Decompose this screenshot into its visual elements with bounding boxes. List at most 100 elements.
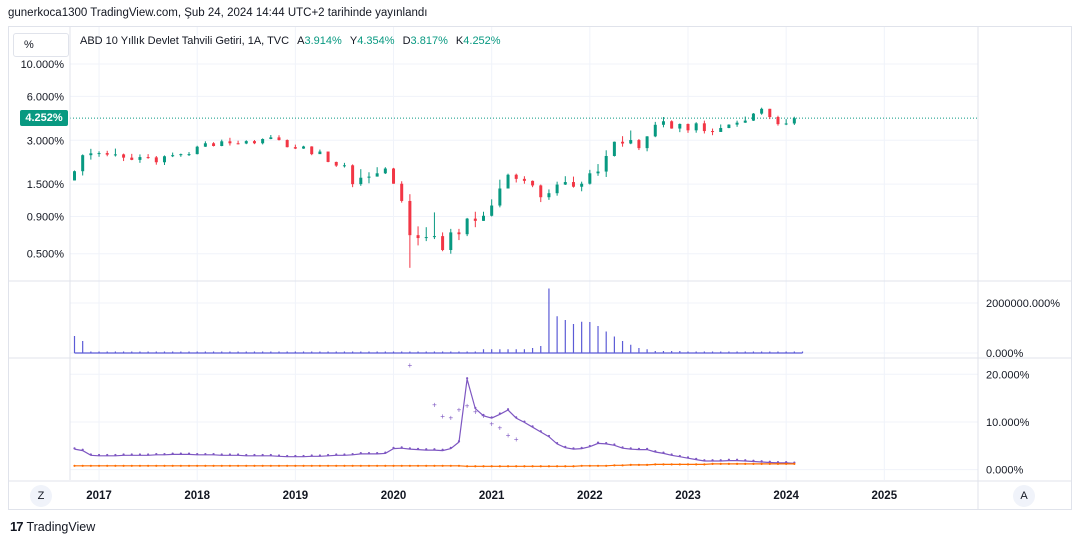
candle xyxy=(441,232,445,252)
price-tick-label: 6.000% xyxy=(27,91,65,103)
indicator-point xyxy=(204,464,207,467)
candle-body xyxy=(400,183,404,201)
indicator-point xyxy=(212,452,215,456)
candle xyxy=(359,169,363,186)
candle-body xyxy=(645,136,649,149)
candle-body xyxy=(514,174,518,179)
indicator-point xyxy=(670,463,673,466)
indicator-point xyxy=(457,440,461,443)
candle-body xyxy=(702,123,706,132)
candle xyxy=(400,181,404,203)
indicator-point xyxy=(392,446,395,449)
candle xyxy=(89,148,93,160)
candle-body xyxy=(661,121,665,125)
indicator-point xyxy=(556,465,559,468)
candle-body xyxy=(154,157,158,163)
indicator-marker: + xyxy=(457,406,462,415)
volume-bars xyxy=(73,288,804,354)
candle xyxy=(383,167,387,175)
zoom-z-button[interactable]: Z xyxy=(30,485,52,507)
indicator-point xyxy=(106,453,109,457)
candle xyxy=(645,136,649,152)
candle-body xyxy=(498,188,502,206)
candle xyxy=(621,136,625,147)
indicator-point xyxy=(269,453,272,457)
indicator-point xyxy=(580,464,583,467)
candle-body xyxy=(89,153,93,156)
indicator-point xyxy=(744,462,747,465)
last-price-badge: 4.252% xyxy=(20,110,68,126)
indicator-point xyxy=(785,462,788,465)
indicator-point xyxy=(531,465,534,468)
tradingview-logo[interactable]: 17 TradingView xyxy=(10,519,95,534)
candle-body xyxy=(457,232,461,235)
candle-body xyxy=(768,108,772,118)
year-label: 2021 xyxy=(479,490,505,502)
candle xyxy=(122,153,126,162)
year-label: 2023 xyxy=(675,490,701,502)
candle xyxy=(612,141,616,157)
candle xyxy=(768,108,772,120)
chart-frame[interactable] xyxy=(8,26,1072,510)
candle xyxy=(531,180,535,188)
candle xyxy=(490,199,494,217)
candle xyxy=(629,130,633,145)
candle-body xyxy=(465,218,469,235)
candle xyxy=(784,119,788,126)
candle-body xyxy=(342,165,346,167)
legend-close-value: 4.252% xyxy=(463,35,501,47)
indicator-point xyxy=(73,464,76,467)
candle xyxy=(506,173,510,189)
scale-mode-button[interactable]: % xyxy=(13,33,69,57)
candle xyxy=(342,162,346,168)
candle xyxy=(555,181,559,196)
candle-body xyxy=(678,123,682,129)
indicator-point xyxy=(171,464,174,467)
indicator-point xyxy=(302,464,305,467)
indicator-point xyxy=(81,448,84,451)
candle-body xyxy=(351,165,355,185)
indicator-point xyxy=(310,454,313,457)
indicator-point xyxy=(138,464,142,467)
indicator-point xyxy=(335,453,338,456)
indicator-point xyxy=(228,464,232,467)
indicator-point xyxy=(466,377,469,380)
candle xyxy=(776,115,780,126)
candle-body xyxy=(179,154,183,156)
indicator-point xyxy=(711,459,714,462)
candle-body xyxy=(318,151,322,155)
indicator-point xyxy=(408,464,411,467)
indicator-point xyxy=(596,464,600,467)
indicator-point xyxy=(286,454,289,458)
indicator-point xyxy=(245,453,248,457)
candle-body xyxy=(539,185,543,198)
candle-body xyxy=(653,124,657,137)
legend-low-label: D xyxy=(402,35,411,47)
indicator-point xyxy=(785,461,788,464)
indicator-point xyxy=(637,447,641,450)
indicator-point xyxy=(703,459,706,462)
candle-body xyxy=(203,143,207,147)
candle xyxy=(285,139,289,148)
indicator-point xyxy=(719,459,722,462)
indicator-point xyxy=(400,446,403,449)
candle xyxy=(711,128,715,136)
legend-open-label: A xyxy=(297,35,305,47)
candle-body xyxy=(195,146,199,155)
indicator-point xyxy=(646,463,649,466)
legend-high-value: 4.354% xyxy=(357,35,395,47)
indicator-point xyxy=(482,413,485,417)
candle xyxy=(334,161,338,167)
candle-body xyxy=(432,236,436,238)
candle-body xyxy=(113,154,117,156)
candle xyxy=(130,153,134,161)
indicator-point xyxy=(474,406,477,409)
indicator-point xyxy=(768,460,771,463)
auto-scale-button[interactable]: A xyxy=(1013,485,1035,507)
indicator-point xyxy=(686,463,690,466)
candle xyxy=(261,138,265,145)
indicator-point xyxy=(147,453,150,456)
indicator-point xyxy=(400,464,403,467)
indicator-point xyxy=(277,464,281,467)
